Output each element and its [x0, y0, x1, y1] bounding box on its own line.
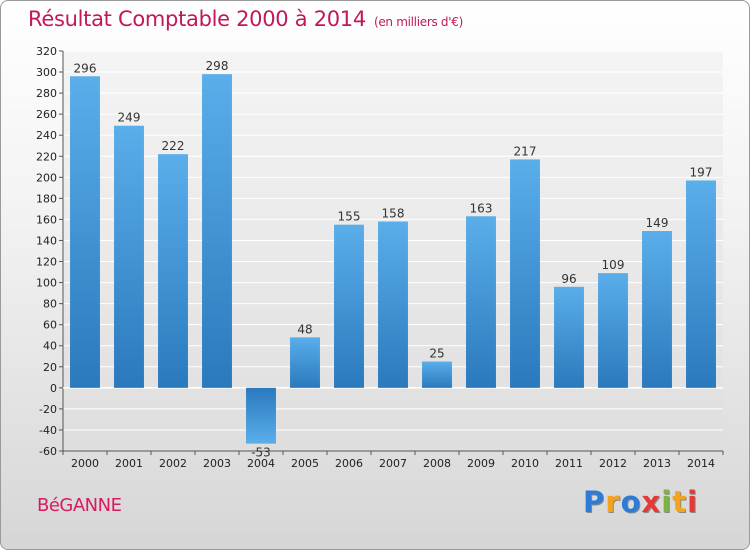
data-label: 25: [429, 347, 444, 361]
y-tick-label: 200: [36, 171, 57, 184]
y-tick-label: 20: [43, 361, 57, 374]
x-tick-label: 2009: [467, 457, 495, 470]
y-tick-label: -20: [39, 403, 57, 416]
y-tick-label: 80: [43, 298, 57, 311]
data-label: 298: [206, 59, 229, 73]
bar: [290, 337, 320, 388]
logo-letter: i: [687, 485, 699, 519]
bar: [642, 231, 672, 388]
x-tick-label: 2008: [423, 457, 451, 470]
y-tick-label: 220: [36, 150, 57, 163]
x-tick-label: 2007: [379, 457, 407, 470]
bar: [202, 74, 232, 388]
y-tick-label: 240: [36, 129, 57, 142]
bar: [70, 76, 100, 388]
bar: [378, 221, 408, 388]
data-label: 296: [74, 61, 97, 75]
bar: [554, 286, 584, 388]
bar: [510, 159, 540, 388]
chart-subtitle: (en milliers d'€): [373, 15, 463, 29]
bar: [246, 387, 276, 444]
bar: [598, 273, 628, 388]
x-tick-label: 2012: [599, 457, 627, 470]
x-tick-label: 2003: [203, 457, 231, 470]
chart-title: Résultat Comptable 2000 à 2014 (en millie…: [28, 7, 463, 31]
y-tick-label: 320: [36, 45, 57, 58]
x-tick-label: 2006: [335, 457, 363, 470]
bar: [422, 361, 452, 388]
y-tick-label: 180: [36, 192, 57, 205]
logo-letter: o: [620, 485, 642, 519]
y-tick-label: 0: [50, 382, 57, 395]
y-tick-label: 120: [36, 256, 57, 269]
data-label: 217: [514, 144, 537, 158]
x-tick-label: 2000: [71, 457, 99, 470]
y-tick-label: 60: [43, 319, 57, 332]
y-tick-label: 100: [36, 277, 57, 290]
x-tick-label: 2010: [511, 457, 539, 470]
logo-letter: i: [661, 485, 673, 519]
bar: [466, 216, 496, 388]
commune-name: BéGANNE: [37, 495, 122, 516]
y-tick-label: 280: [36, 87, 57, 100]
logo-letter: t: [672, 485, 688, 519]
x-tick-label: 2014: [687, 457, 715, 470]
data-label: 222: [162, 139, 185, 153]
y-tick-label: -60: [39, 445, 57, 458]
x-tick-label: 2002: [159, 457, 187, 470]
y-tick-label: 160: [36, 213, 57, 226]
y-tick-label: 300: [36, 66, 57, 79]
x-tick-label: 2001: [115, 457, 143, 470]
data-label: -53: [251, 446, 271, 460]
x-tick-label: 2005: [291, 457, 319, 470]
logo-letter: r: [605, 485, 621, 519]
bar: [114, 125, 144, 388]
bar: [686, 180, 716, 388]
proxiti-logo: Proxiti: [583, 485, 698, 519]
bar: [158, 154, 188, 388]
data-label: 96: [561, 272, 576, 286]
y-tick-label: 40: [43, 340, 57, 353]
data-label: 163: [470, 201, 493, 215]
x-tick-label: 2011: [555, 457, 583, 470]
y-tick-label: 260: [36, 108, 57, 121]
logo-letter: x: [641, 485, 662, 519]
logo-letter: P: [583, 485, 606, 519]
x-tick-label: 2004: [247, 457, 275, 470]
bar: [334, 224, 364, 388]
chart-title-text: Résultat Comptable 2000 à 2014: [28, 7, 366, 31]
y-tick-label: 140: [36, 234, 57, 247]
data-label: 197: [690, 165, 713, 179]
x-tick-label: 2013: [643, 457, 671, 470]
data-label: 155: [338, 210, 361, 224]
y-tick-label: -40: [39, 424, 57, 437]
data-label: 158: [382, 207, 405, 221]
data-label: 109: [602, 258, 625, 272]
data-label: 149: [646, 216, 669, 230]
data-label: 249: [118, 111, 141, 125]
data-label: 48: [297, 322, 312, 336]
